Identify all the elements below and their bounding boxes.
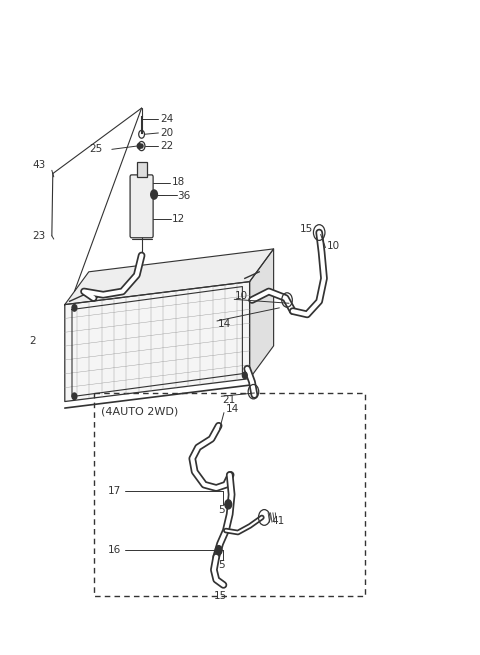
Text: 24: 24 [160, 113, 173, 124]
Text: 25: 25 [89, 144, 102, 155]
Circle shape [72, 393, 77, 400]
Text: 2: 2 [29, 335, 36, 346]
Text: 12: 12 [172, 214, 185, 224]
Text: 5: 5 [219, 504, 225, 515]
Text: 23: 23 [33, 231, 46, 241]
Text: 22: 22 [160, 141, 173, 151]
Circle shape [151, 190, 157, 199]
Circle shape [216, 546, 222, 555]
Text: 20: 20 [160, 128, 173, 138]
Text: 21: 21 [222, 394, 235, 405]
Text: 10: 10 [235, 291, 248, 301]
Polygon shape [65, 282, 250, 402]
Text: 5: 5 [219, 559, 225, 570]
Text: 14: 14 [217, 319, 231, 329]
Text: 41: 41 [272, 515, 285, 526]
Polygon shape [65, 249, 274, 305]
FancyBboxPatch shape [94, 393, 365, 596]
Text: 43: 43 [33, 160, 46, 170]
Text: 18: 18 [172, 177, 185, 187]
Text: 15: 15 [214, 591, 227, 601]
Text: 14: 14 [226, 404, 239, 415]
Circle shape [242, 372, 247, 379]
Text: 17: 17 [108, 486, 121, 496]
Polygon shape [250, 249, 274, 379]
Text: 36: 36 [178, 191, 191, 201]
Circle shape [137, 143, 141, 149]
Circle shape [140, 144, 143, 148]
Bar [136, 162, 147, 177]
Circle shape [225, 500, 232, 509]
Circle shape [72, 305, 77, 311]
FancyBboxPatch shape [130, 175, 153, 238]
Text: 15: 15 [300, 224, 313, 234]
Text: 10: 10 [326, 240, 339, 251]
Text: 16: 16 [108, 544, 121, 555]
Text: (4AUTO 2WD): (4AUTO 2WD) [101, 407, 178, 417]
